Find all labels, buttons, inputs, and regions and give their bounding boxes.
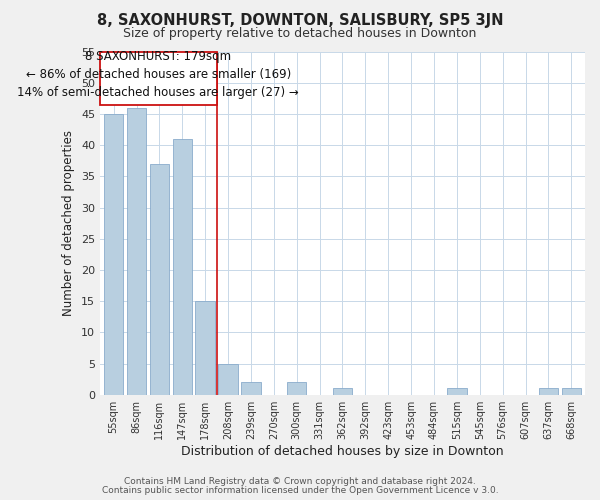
Bar bbox=[173, 139, 192, 394]
Text: Size of property relative to detached houses in Downton: Size of property relative to detached ho… bbox=[124, 28, 476, 40]
X-axis label: Distribution of detached houses by size in Downton: Distribution of detached houses by size … bbox=[181, 444, 504, 458]
Bar bbox=[539, 388, 558, 394]
Text: 8 SAXONHURST: 179sqm
← 86% of detached houses are smaller (169)
14% of semi-deta: 8 SAXONHURST: 179sqm ← 86% of detached h… bbox=[17, 50, 299, 99]
Y-axis label: Number of detached properties: Number of detached properties bbox=[62, 130, 76, 316]
Bar bbox=[127, 108, 146, 395]
Bar bbox=[562, 388, 581, 394]
Text: 8, SAXONHURST, DOWNTON, SALISBURY, SP5 3JN: 8, SAXONHURST, DOWNTON, SALISBURY, SP5 3… bbox=[97, 12, 503, 28]
Text: Contains HM Land Registry data © Crown copyright and database right 2024.: Contains HM Land Registry data © Crown c… bbox=[124, 477, 476, 486]
Bar bbox=[241, 382, 260, 394]
Bar bbox=[104, 114, 124, 394]
Bar bbox=[447, 388, 467, 394]
Bar bbox=[196, 301, 215, 394]
Bar bbox=[218, 364, 238, 394]
Text: Contains public sector information licensed under the Open Government Licence v : Contains public sector information licen… bbox=[101, 486, 499, 495]
Bar bbox=[333, 388, 352, 394]
Bar bbox=[150, 164, 169, 394]
Bar bbox=[287, 382, 307, 394]
FancyBboxPatch shape bbox=[100, 52, 217, 104]
